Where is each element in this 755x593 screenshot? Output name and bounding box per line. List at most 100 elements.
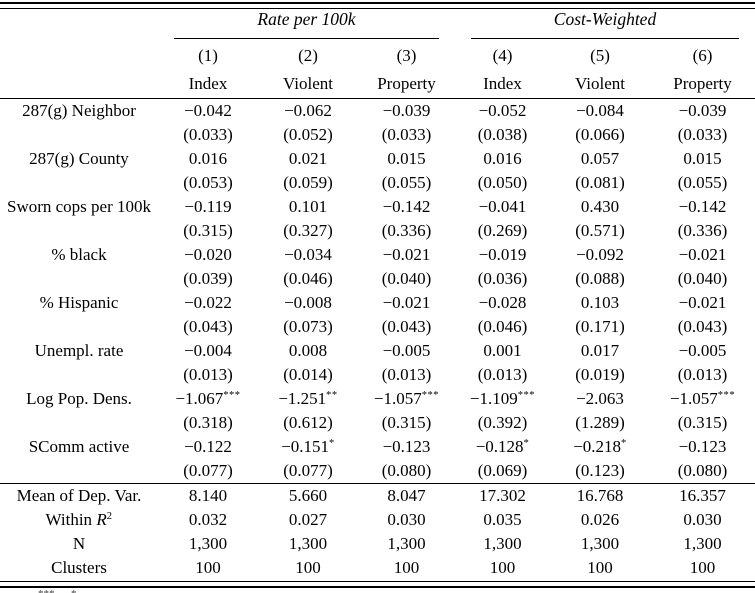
summary-cell: 0.030: [387, 510, 426, 529]
summary-cell: 0.035: [483, 510, 522, 529]
coefficient-cell: 0.430: [580, 197, 620, 216]
column-name: Violent: [258, 68, 358, 99]
coefficient-cell: −1.057***: [373, 389, 440, 408]
summary-cell: 1,300: [580, 534, 620, 553]
stderr-cell: (0.038): [477, 125, 528, 144]
coefficient-cell: −0.019: [478, 245, 527, 264]
stderr-cell: (0.013): [677, 365, 728, 384]
stderr-row: (0.013) (0.014) (0.013) (0.013) (0.019) (0.01…: [0, 363, 755, 387]
stderr-cell: (0.081): [575, 173, 625, 192]
stderr-cell: (0.571): [575, 221, 625, 240]
coefficient-cell: −0.142: [382, 197, 431, 216]
stderr-cell: (0.336): [677, 221, 728, 240]
stderr-cell: (0.612): [283, 413, 333, 432]
column-number: (4): [492, 46, 513, 65]
table-summary: Mean of Dep. Var. 8.140 5.660 8.047 17.302 16…: [0, 483, 755, 581]
column-group-header: Rate per 100k: [158, 9, 455, 39]
coefficient-cell: −0.128*: [475, 437, 530, 456]
summary-cell: 100: [295, 558, 321, 577]
coefficient-cell: 0.015: [387, 149, 426, 168]
stderr-cell: (0.123): [575, 461, 625, 480]
coefficient-cell: 0.008: [288, 341, 328, 360]
stderr-cell: (0.055): [677, 173, 728, 192]
summary-cell: 100: [393, 558, 420, 577]
significance-stars: ***: [421, 390, 440, 401]
coefficient-cell: 0.101: [288, 197, 328, 216]
column-group-label: Rate per 100k: [174, 9, 439, 39]
summary-cell: 100: [587, 558, 613, 577]
row-label: Unempl. rate: [34, 341, 124, 360]
stderr-row: (0.039) (0.046) (0.040) (0.036) (0.088) (0.04…: [0, 267, 755, 291]
row-label: SComm active: [28, 437, 130, 456]
stderr-row: (0.043) (0.073) (0.043) (0.046) (0.171) (0.04…: [0, 315, 755, 339]
column-name: Property: [358, 68, 455, 99]
stderr-cell: (0.033): [677, 125, 728, 144]
coefficient-cell: 0.016: [188, 149, 228, 168]
column-group-header: Cost-Weighted: [455, 9, 755, 39]
column-name: Index: [455, 68, 550, 99]
coefficient-row: % black −0.020 −0.034 −0.021 −0.019 −0.092 −0.…: [0, 243, 755, 267]
coefficient-cell: −0.119: [184, 197, 232, 216]
row-label-spacer: [0, 315, 158, 339]
stderr-cell: (0.066): [575, 125, 625, 144]
summary-label: Clusters: [51, 558, 107, 577]
coefficient-cell: −0.123: [382, 437, 431, 456]
row-label-spacer: [0, 219, 158, 243]
row-label-spacer: [0, 363, 158, 387]
column-number: (2): [298, 46, 318, 65]
stderr-cell: (0.318): [183, 413, 233, 432]
stderr-cell: (0.050): [477, 173, 528, 192]
math-symbol: R: [96, 510, 107, 529]
stderr-cell: (0.315): [381, 413, 432, 432]
group-header-row: Rate per 100k Cost-Weighted: [0, 9, 755, 39]
stderr-row: (0.033) (0.052) (0.033) (0.038) (0.066) (0.03…: [0, 123, 755, 147]
stderr-cell: (0.077): [183, 461, 233, 480]
summary-cell: 0.027: [288, 510, 328, 529]
stderr-cell: (0.327): [283, 221, 333, 240]
stderr-row: (0.077) (0.077) (0.080) (0.069) (0.123) (0.08…: [0, 459, 755, 484]
coefficient-row: Log Pop. Dens. −1.067*** −1.251** −1.057***…: [0, 387, 755, 411]
summary-cell: 1,300: [483, 534, 522, 553]
coefficient-cell: −0.039: [382, 101, 431, 120]
column-name-row: Index Violent Property Index Violent Property: [0, 68, 755, 99]
summary-row: Clusters 100 100 100 100 100 100: [0, 556, 755, 580]
stderr-cell: (0.053): [183, 173, 233, 192]
coefficient-row: Sworn cops per 100k −0.119 0.101 −0.142 −0.0…: [0, 195, 755, 219]
stderr-cell: (0.040): [381, 269, 432, 288]
coefficient-cell: −1.057***: [669, 389, 736, 408]
stderr-row: (0.053) (0.059) (0.055) (0.050) (0.081) (0.05…: [0, 171, 755, 195]
stderr-row: (0.315) (0.327) (0.336) (0.269) (0.571) (0.33…: [0, 219, 755, 243]
coefficient-cell: 0.021: [288, 149, 328, 168]
summary-row: Within R2 0.032 0.027 0.030 0.035 0.026 0.030: [0, 508, 755, 532]
bottom-double-rule: [0, 581, 755, 588]
summary-cell: 100: [689, 558, 716, 577]
summary-cell: 1,300: [188, 534, 228, 553]
coefficient-cell: 0.017: [580, 341, 620, 360]
coefficient-cell: 0.016: [483, 149, 522, 168]
table-header: Rate per 100k Cost-Weighted (1) (2) (3) (4) (5…: [0, 9, 755, 99]
column-number-row: (1) (2) (3) (4) (5) (6): [0, 39, 755, 68]
stderr-cell: (0.080): [677, 461, 728, 480]
column-number: (1): [198, 46, 218, 65]
coefficient-cell: −0.041: [478, 197, 527, 216]
significance-stars: ***: [717, 390, 736, 401]
stderr-cell: (0.043): [183, 317, 233, 336]
stderr-cell: (0.043): [677, 317, 728, 336]
coefficient-cell: −0.042: [184, 101, 232, 120]
summary-cell: 8.140: [158, 483, 258, 508]
header-spacer: [0, 68, 158, 99]
coefficient-cell: −1.109***: [469, 389, 536, 408]
column-name: Violent: [550, 68, 650, 99]
coefficient-cell: −0.123: [678, 437, 727, 456]
stderr-cell: (0.046): [283, 269, 333, 288]
column-number: (5): [590, 46, 610, 65]
summary-cell: 100: [489, 558, 516, 577]
stderr-cell: (0.269): [477, 221, 528, 240]
stderr-cell: (0.043): [381, 317, 432, 336]
coefficient-cell: −0.084: [576, 101, 624, 120]
coefficient-row: % Hispanic −0.022 −0.008 −0.021 −0.028 0.103 −…: [0, 291, 755, 315]
regression-table: Rate per 100k Cost-Weighted (1) (2) (3) (4) (5…: [0, 9, 755, 580]
summary-cell: 16.357: [650, 483, 755, 508]
stderr-cell: (0.040): [677, 269, 728, 288]
